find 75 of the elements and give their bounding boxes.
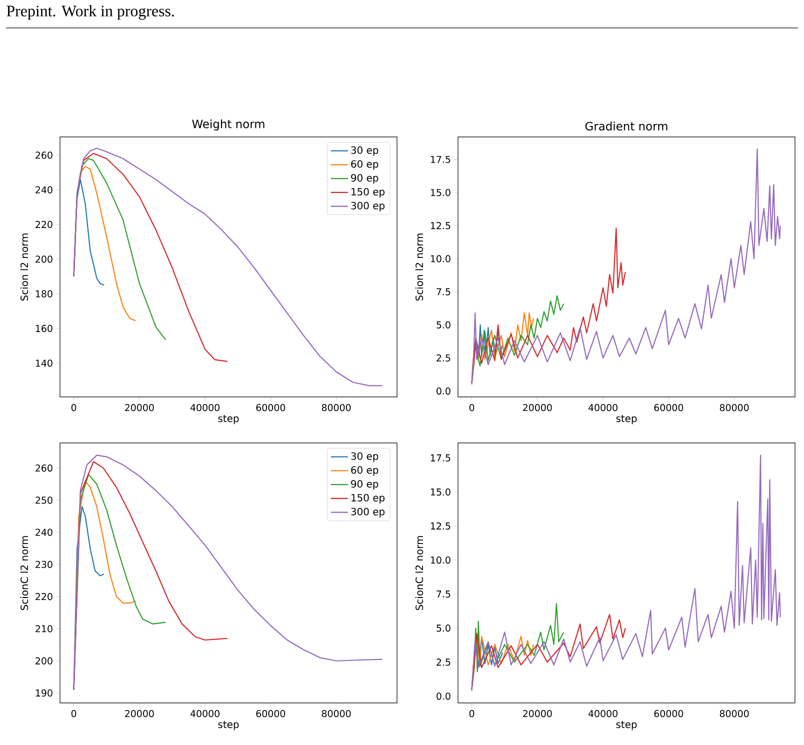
- x-tick-label: 40000: [190, 710, 220, 718]
- y-tick-label: 2.5: [436, 354, 450, 362]
- x-tick-label: 60000: [654, 710, 684, 718]
- x-tick-label: 20000: [125, 710, 154, 718]
- y-tick-label: 260: [36, 152, 52, 159]
- legend-label: 30 ep: [351, 146, 378, 156]
- legend-label: 150 ep: [352, 494, 385, 504]
- chart-title: Weight norm: [192, 119, 264, 130]
- y-tick-label: 260: [36, 464, 52, 472]
- legend-label: 60 ep: [351, 466, 378, 476]
- y-tick-label: 210: [36, 625, 52, 632]
- x-axis-title: step: [616, 721, 637, 730]
- y-axis-title: Scion l2 norm: [20, 234, 28, 301]
- line-series: [471, 614, 626, 690]
- text: Prepint. Work in progress.: [6, 5, 174, 20]
- x-tick-label: 40000: [588, 710, 618, 718]
- y-tick-label: 220: [36, 220, 52, 228]
- x-axis-title: step: [218, 414, 239, 424]
- x-tick-label: 60000: [256, 710, 286, 718]
- y-tick-label: 5.0: [436, 321, 450, 328]
- y-tick-label: 17.5: [430, 156, 450, 163]
- y-tick-label: 220: [36, 593, 52, 600]
- legend-label: 60 ep: [351, 160, 378, 170]
- y-tick-label: 17.5: [430, 454, 450, 462]
- y-axis-title: Scion l2 norm: [415, 234, 424, 301]
- y-tick-label: 15.0: [430, 188, 450, 196]
- y-tick-label: 180: [36, 290, 52, 298]
- x-tick-label: 60000: [256, 404, 286, 412]
- y-axis-title: ScionC l2 norm: [20, 536, 28, 610]
- chart-title: Gradient norm: [585, 122, 668, 130]
- y-tick-label: 12.5: [430, 522, 450, 530]
- legend-label: 300 ep: [351, 202, 385, 212]
- x-tick-label: 80000: [720, 710, 749, 718]
- y-tick-label: 10.0: [430, 255, 450, 262]
- legend-label: 30 ep: [351, 452, 378, 462]
- x-tick-label: 0: [71, 710, 76, 718]
- y-tick-label: 7.5: [436, 288, 450, 296]
- x-tick-label: 80000: [322, 404, 351, 412]
- x-tick-label: 40000: [588, 404, 618, 412]
- x-tick-label: 80000: [322, 710, 351, 718]
- y-tick-label: 0.0: [436, 387, 450, 395]
- y-tick-label: 240: [36, 528, 52, 536]
- line-series: [471, 454, 781, 692]
- legend-label: 300 ep: [351, 508, 385, 518]
- y-tick-label: 2.5: [436, 658, 450, 666]
- legend-label: 90 ep: [351, 174, 378, 184]
- x-tick-label: 0: [469, 404, 474, 412]
- y-tick-label: 230: [36, 560, 52, 568]
- x-tick-label: 20000: [523, 404, 552, 412]
- y-tick-label: 10.0: [430, 556, 450, 564]
- x-tick-label: 0: [469, 710, 474, 718]
- x-tick-label: 0: [71, 404, 76, 412]
- legend-label: 90 ep: [351, 480, 378, 490]
- y-tick-label: 7.5: [436, 590, 450, 598]
- x-axis-title: step: [218, 721, 239, 730]
- y-tick-label: 160: [36, 324, 52, 332]
- line-series: [471, 148, 781, 385]
- y-tick-label: 250: [36, 496, 52, 504]
- y-axis-title: ScionC l2 norm: [415, 536, 424, 610]
- y-tick-label: 200: [36, 256, 52, 263]
- legend-label: 150 ep: [352, 188, 385, 198]
- x-tick-label: 80000: [720, 404, 749, 412]
- y-tick-label: 12.5: [430, 222, 450, 230]
- y-tick-label: 200: [36, 657, 52, 664]
- y-tick-label: 190: [36, 689, 52, 697]
- x-tick-label: 20000: [523, 710, 552, 718]
- y-tick-label: 0.0: [436, 692, 450, 700]
- y-tick-label: 140: [36, 360, 52, 367]
- x-tick-label: 20000: [125, 404, 154, 412]
- y-tick-label: 15.0: [430, 488, 450, 496]
- y-tick-label: 240: [36, 186, 52, 194]
- x-tick-label: 40000: [190, 404, 220, 412]
- y-tick-label: 5.0: [436, 624, 450, 632]
- x-axis-title: step: [616, 414, 637, 424]
- x-tick-label: 60000: [654, 404, 684, 412]
